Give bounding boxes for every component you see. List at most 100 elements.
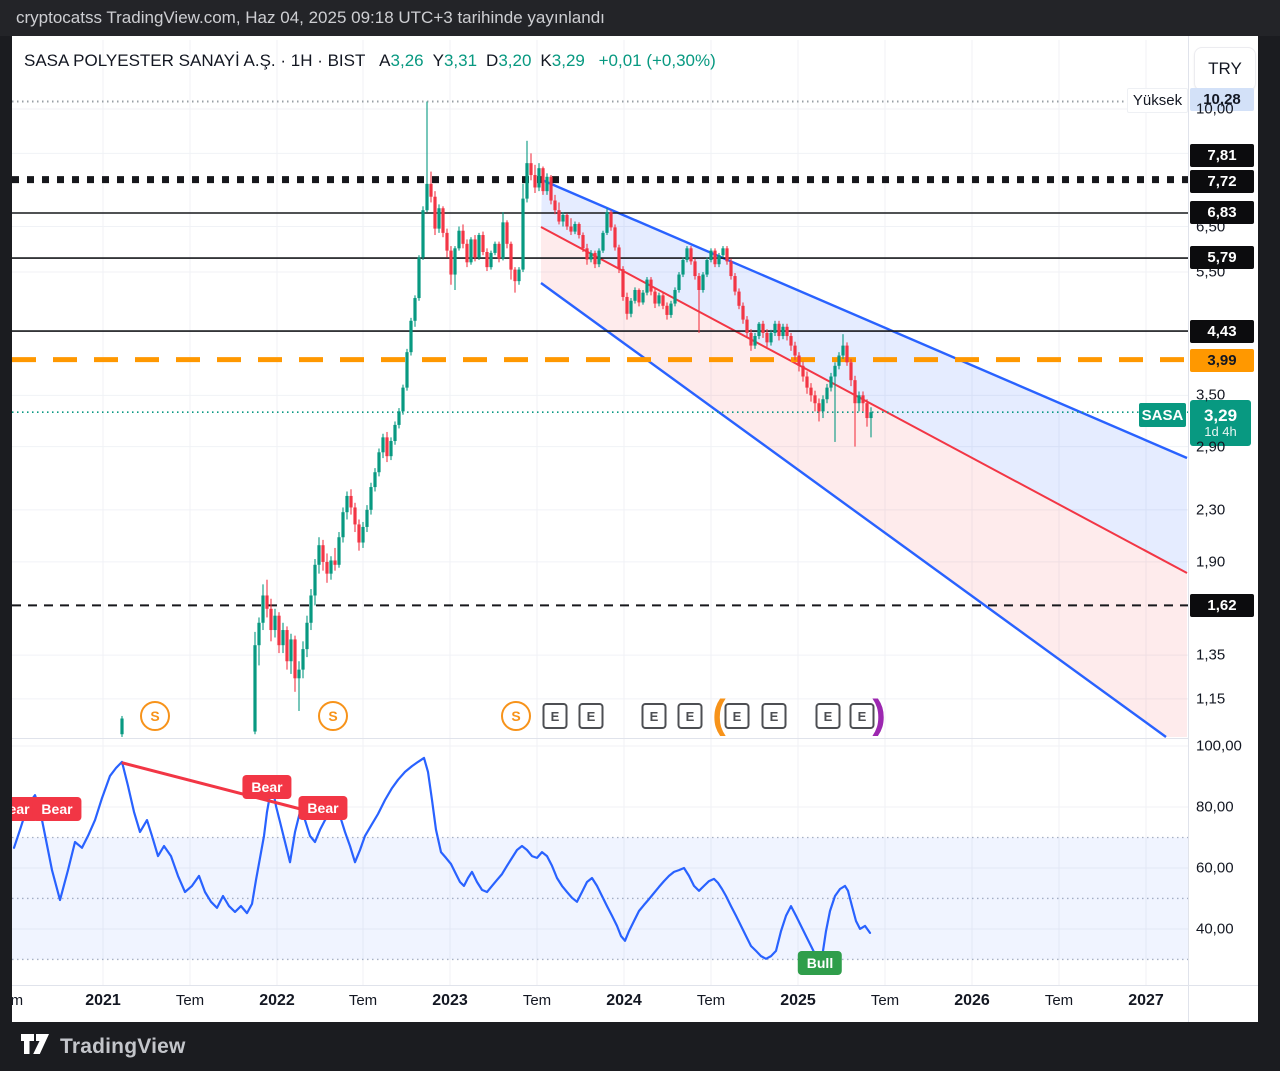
candle-body — [621, 269, 625, 297]
candle-body — [437, 208, 441, 229]
candle-body — [665, 305, 669, 315]
candle-body — [581, 235, 585, 249]
candle-body — [389, 441, 393, 457]
chart-plot[interactable] — [12, 36, 1258, 1022]
candle-body — [261, 595, 265, 623]
candle-body — [469, 239, 473, 263]
candle-body — [493, 243, 497, 253]
candle-body — [653, 291, 657, 304]
candle-body — [513, 269, 517, 282]
candle-body — [833, 365, 837, 377]
candle-body — [349, 495, 353, 508]
candle-body — [837, 355, 841, 366]
candle-body — [689, 248, 693, 262]
candle-body — [457, 230, 461, 249]
candle-body — [321, 545, 325, 562]
candle-body — [825, 387, 829, 400]
candle-body — [361, 526, 365, 543]
candle-body — [729, 261, 733, 277]
candle-body — [625, 296, 629, 314]
candle-body — [297, 669, 301, 679]
candle-body — [693, 261, 697, 277]
candle-body — [753, 336, 757, 346]
candle-body — [269, 608, 273, 631]
candle-body — [557, 210, 561, 222]
candle-body — [849, 362, 853, 381]
chart-area[interactable]: SASA POLYESTER SANAYİ A.Ş. · 1H · BIST A… — [12, 36, 1258, 1022]
candle-body — [777, 323, 781, 337]
bear-trendline[interactable] — [121, 761, 314, 814]
candle-body — [445, 232, 449, 251]
candle-body — [353, 507, 357, 525]
candle-body — [553, 200, 557, 211]
candle-body — [609, 212, 613, 228]
channel-lower-fill — [541, 227, 1187, 737]
candle-body — [417, 257, 421, 299]
candle-body — [441, 208, 445, 233]
candle-body — [301, 649, 305, 670]
candle-body — [785, 326, 789, 337]
candle-body — [797, 355, 801, 366]
candle-body — [337, 537, 341, 565]
candle-body — [345, 495, 349, 513]
candle-body — [477, 235, 481, 258]
candle-body — [773, 323, 777, 333]
candle-body — [769, 332, 773, 343]
candle-body — [285, 630, 289, 662]
candle-body — [705, 259, 709, 275]
candle-body — [717, 255, 721, 265]
candle-body — [845, 345, 849, 363]
candle-body — [429, 183, 433, 197]
attribution-bar: cryptocatss TradingView.com, Haz 04, 202… — [0, 0, 1280, 36]
candle-body — [669, 303, 673, 315]
footer-logo-row: TradingView — [20, 1031, 186, 1062]
candle-body — [605, 212, 609, 233]
candle-body — [573, 223, 577, 232]
candle-body — [869, 412, 873, 419]
candle-body — [789, 336, 793, 346]
candle-body — [421, 210, 425, 258]
candle-body — [745, 319, 749, 333]
price-scale[interactable] — [1188, 36, 1258, 1022]
candle-body — [597, 250, 601, 265]
candle-body — [293, 639, 297, 679]
candle-body — [709, 250, 713, 260]
candle-body — [741, 305, 745, 320]
candle-body — [585, 248, 589, 260]
candle-body — [533, 175, 537, 188]
candle-body — [805, 376, 809, 388]
candle-body — [757, 323, 761, 337]
candle-body — [325, 561, 329, 574]
tradingview-brand-text: TradingView — [60, 1034, 186, 1058]
candle-body — [829, 376, 833, 388]
candle-body — [521, 198, 525, 270]
candle-body — [649, 279, 653, 292]
candle-body — [565, 215, 569, 227]
candle-body — [761, 323, 765, 333]
candle-body — [393, 424, 397, 442]
time-scale[interactable] — [12, 985, 1258, 1022]
candle-body — [545, 176, 549, 192]
oscillator-line — [12, 756, 872, 960]
candle-body — [853, 380, 857, 404]
candle-body — [485, 251, 489, 268]
candle-body — [697, 276, 701, 290]
candle-body — [765, 332, 769, 343]
candle-body — [501, 222, 505, 259]
candle-body — [397, 411, 401, 425]
candle-body — [593, 252, 597, 265]
candle-body — [841, 345, 845, 356]
candle-body — [425, 183, 429, 211]
candle-body — [473, 239, 477, 258]
candle-body — [120, 718, 124, 735]
candle-body — [537, 168, 541, 188]
candle-body — [677, 274, 681, 290]
candle-body — [253, 645, 257, 732]
candle-body — [861, 395, 865, 404]
candle-body — [385, 437, 389, 457]
candle-body — [809, 387, 813, 396]
candle-body — [541, 168, 545, 192]
channel-upper-line[interactable] — [541, 178, 1188, 460]
candle-body — [673, 289, 677, 304]
candle-body — [865, 403, 869, 419]
